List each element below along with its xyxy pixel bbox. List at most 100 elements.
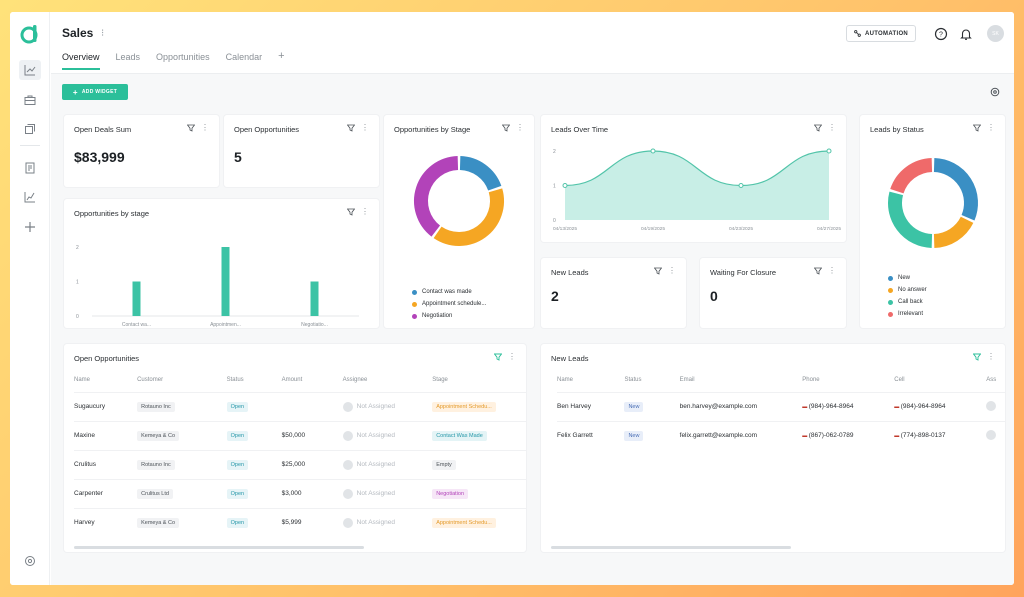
assignee-cell[interactable]: Not Assigned	[342, 391, 433, 421]
customer-badge[interactable]: Rotauno Inc	[137, 459, 175, 470]
assignee-cell[interactable]: Not Assigned	[342, 507, 433, 537]
kebab-menu-icon[interactable]: ⋮	[201, 123, 209, 132]
data-point[interactable]	[826, 148, 832, 154]
filter-icon[interactable]	[654, 267, 662, 275]
copy-icon[interactable]	[19, 119, 41, 139]
customer-badge[interactable]: Kemeya & Co	[137, 517, 180, 528]
stage-badge[interactable]: Contact Was Made	[432, 430, 487, 441]
filter-icon[interactable]	[347, 124, 355, 132]
filter-icon[interactable]	[494, 353, 502, 361]
add-tab-button[interactable]: +	[278, 50, 285, 62]
kebab-menu-icon[interactable]: ⋮	[361, 123, 369, 132]
logo-icon[interactable]	[18, 24, 40, 46]
filter-icon[interactable]	[973, 124, 981, 132]
name-cell[interactable]: Sugaucury	[74, 391, 138, 421]
column-header[interactable]: Status	[226, 376, 244, 383]
status-slice[interactable]	[933, 216, 974, 248]
assignee[interactable]: Not Assigned	[342, 430, 433, 441]
stage-slice[interactable]	[414, 156, 459, 237]
name-cell[interactable]: Carpenter	[74, 478, 138, 508]
assignee[interactable]: Not Assigned	[342, 488, 433, 499]
name-cell[interactable]: Felix Garrett	[557, 420, 625, 450]
filter-icon[interactable]	[347, 208, 355, 216]
status-slice[interactable]	[890, 158, 933, 194]
stage-badge[interactable]: Negotiation	[432, 488, 469, 499]
assignee[interactable]: Not Assigned	[342, 517, 433, 528]
table-row[interactable]: Harvey Kemeya & Co Open $5,999 Not Assigned A…	[74, 507, 526, 537]
assignee[interactable]: Not Assigned	[342, 459, 433, 470]
tab-opportunities[interactable]: Opportunities	[156, 52, 210, 62]
stage-badge[interactable]: Appointment Schedu...	[432, 401, 496, 412]
stage-slice[interactable]	[459, 156, 502, 191]
customer-badge[interactable]: Kemeya & Co	[137, 430, 180, 441]
customer-badge[interactable]: Rotauno Inc	[137, 401, 175, 412]
bell-icon[interactable]	[959, 27, 973, 41]
assignee-cell[interactable]	[986, 391, 1005, 421]
filter-icon[interactable]	[502, 124, 510, 132]
kebab-menu-icon[interactable]: ⋮	[516, 123, 524, 132]
column-header[interactable]: Phone	[802, 376, 820, 383]
table-row[interactable]: Carpenter Crulitus Ltd Open $3,000 Not Assig…	[74, 478, 526, 508]
kebab-menu-icon[interactable]: ⋮	[828, 123, 836, 132]
trend-chart-icon[interactable]	[19, 187, 41, 207]
column-header[interactable]: Ass	[986, 376, 997, 383]
filter-icon[interactable]	[187, 124, 195, 132]
filter-icon[interactable]	[814, 267, 822, 275]
column-header[interactable]: Cell	[894, 376, 905, 383]
bar[interactable]	[221, 247, 230, 316]
horizontal-scrollbar[interactable]	[74, 546, 364, 549]
title-menu-icon[interactable]: ⁝	[101, 28, 105, 39]
kebab-menu-icon[interactable]: ⋮	[508, 352, 516, 361]
email-cell[interactable]: felix.garrett@example.com	[679, 420, 803, 450]
tab-calendar[interactable]: Calendar	[225, 52, 263, 62]
stage-slice[interactable]	[433, 188, 504, 246]
table-row[interactable]: Crulitus Rotauno Inc Open $25,000 Not Assign…	[74, 449, 526, 479]
kebab-menu-icon[interactable]: ⋮	[987, 123, 995, 132]
tab-overview[interactable]: Overview	[62, 52, 100, 70]
kebab-menu-icon[interactable]: ⋮	[987, 352, 995, 361]
assignee-cell[interactable]: Not Assigned	[342, 420, 433, 450]
briefcase-icon[interactable]	[19, 90, 41, 110]
kebab-menu-icon[interactable]: ⋮	[668, 266, 676, 275]
name-cell[interactable]: Ben Harvey	[557, 391, 625, 421]
cell-phone-cell[interactable]: ▬ (984)-964-8964	[894, 391, 987, 421]
bar[interactable]	[132, 281, 141, 317]
column-header[interactable]: Status	[624, 376, 642, 383]
status-slice[interactable]	[933, 158, 978, 221]
stage-badge[interactable]: Empty	[432, 459, 456, 470]
kebab-menu-icon[interactable]: ⋮	[361, 207, 369, 216]
phone-cell[interactable]: ▬ (867)-062-0789	[802, 420, 895, 450]
column-header[interactable]: Assignee	[342, 376, 368, 383]
cell-phone-cell[interactable]: ▬ (774)-898-0137	[894, 420, 987, 450]
table-row[interactable]: Sugaucury Rotauno Inc Open Not Assigned Appo…	[74, 391, 526, 421]
name-cell[interactable]: Maxine	[74, 420, 138, 450]
column-header[interactable]: Customer	[137, 376, 164, 383]
column-header[interactable]: Name	[74, 376, 91, 383]
stage-badge[interactable]: Appointment Schedu...	[432, 517, 496, 528]
name-cell[interactable]: Crulitus	[74, 449, 138, 479]
name-cell[interactable]: Harvey	[74, 507, 138, 537]
add-widget-button[interactable]: + ADD WIDGET	[62, 84, 128, 100]
assignee-cell[interactable]: Not Assigned	[342, 478, 433, 508]
bar[interactable]	[310, 281, 319, 317]
line-chart-icon[interactable]	[19, 60, 41, 80]
table-row[interactable]: Maxine Kemeya & Co Open $50,000 Not Assigned…	[74, 420, 526, 450]
customer-badge[interactable]: Crulitus Ltd	[137, 488, 173, 499]
assignee-cell[interactable]: Not Assigned	[342, 449, 433, 479]
tab-leads[interactable]: Leads	[115, 52, 141, 62]
settings-icon[interactable]	[19, 551, 41, 571]
column-header[interactable]: Amount	[281, 376, 303, 383]
email-cell[interactable]: ben.harvey@example.com	[679, 391, 803, 421]
column-header[interactable]: Email	[679, 376, 695, 383]
kebab-menu-icon[interactable]: ⋮	[828, 266, 836, 275]
assignee-cell[interactable]	[986, 420, 1005, 450]
horizontal-scrollbar[interactable]	[551, 546, 791, 549]
data-point[interactable]	[562, 183, 568, 188]
plus-icon[interactable]	[19, 217, 41, 237]
help-icon[interactable]: ?	[934, 27, 948, 41]
column-header[interactable]: Name	[557, 376, 574, 383]
phone-cell[interactable]: ▬ (984)-964-8964	[802, 391, 895, 421]
status-slice[interactable]	[888, 191, 933, 248]
filter-icon[interactable]	[814, 124, 822, 132]
document-icon[interactable]	[19, 158, 41, 178]
